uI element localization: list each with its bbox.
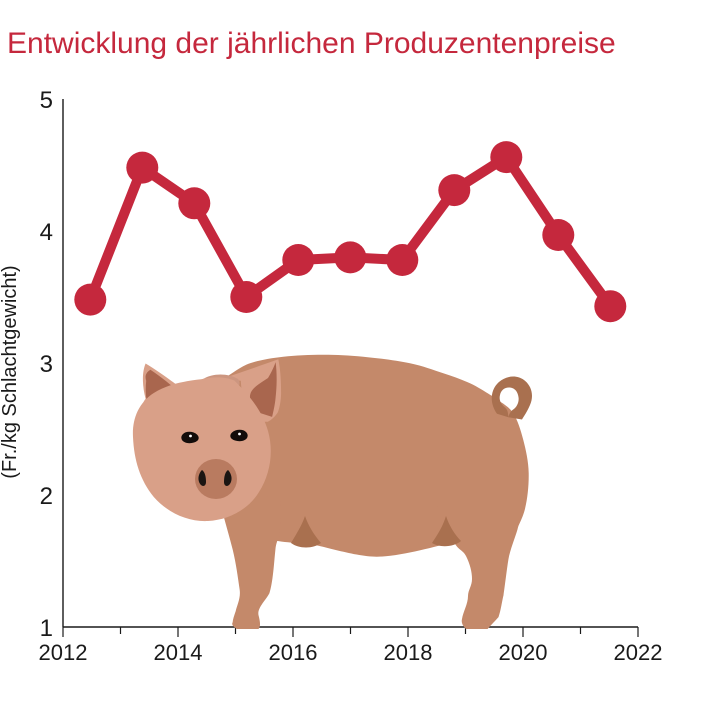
svg-text:2020: 2020: [499, 640, 548, 665]
svg-text:1: 1: [40, 615, 53, 642]
svg-text:2012: 2012: [39, 640, 88, 665]
svg-text:2018: 2018: [384, 640, 433, 665]
svg-text:5: 5: [40, 87, 53, 114]
svg-text:2014: 2014: [154, 640, 203, 665]
svg-text:2016: 2016: [269, 640, 318, 665]
svg-text:3: 3: [40, 351, 53, 378]
svg-text:(Fr./kg Schlachtgewicht): (Fr./kg Schlachtgewicht): [0, 265, 21, 478]
svg-text:2022: 2022: [614, 640, 663, 665]
svg-text:4: 4: [40, 219, 53, 246]
svg-text:2: 2: [40, 483, 53, 510]
